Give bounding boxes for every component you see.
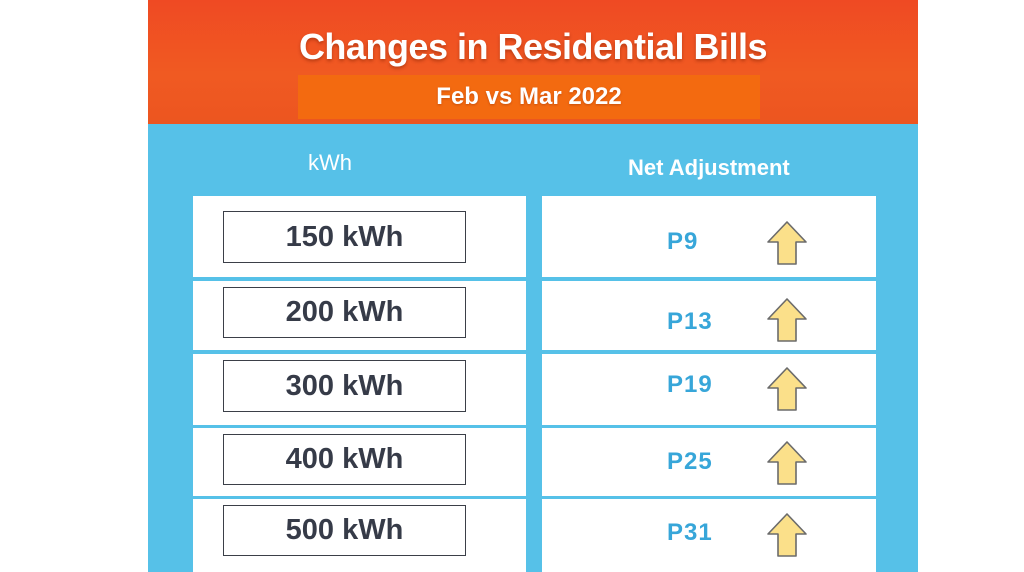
kwh-row: 500 kWh — [193, 499, 526, 572]
kwh-row: 300 kWh — [193, 354, 526, 425]
subtitle-band: Feb vs Mar 2022 — [298, 75, 760, 119]
adjustment-amount: P25 — [667, 448, 713, 475]
kwh-row: 400 kWh — [193, 428, 526, 496]
adjustment-amount: P13 — [667, 308, 713, 335]
up-arrow-icon — [767, 298, 807, 342]
adjustment-row: P13 — [542, 281, 876, 350]
adjustment-amount: P9 — [667, 228, 699, 255]
kwh-value: 500 kWh — [223, 505, 466, 556]
header-banner: Changes in Residential Bills Feb vs Mar … — [148, 0, 918, 124]
kwh-value: 200 kWh — [223, 287, 466, 338]
adjustment-amount: P31 — [667, 519, 713, 546]
kwh-value: 300 kWh — [223, 360, 466, 412]
up-arrow-icon — [767, 441, 807, 485]
column-header-net-adjustment: Net Adjustment — [628, 155, 790, 180]
page-title: Changes in Residential Bills — [298, 26, 768, 67]
adjustment-row: P19 — [542, 354, 876, 425]
bill-changes-card: Changes in Residential Bills Feb vs Mar … — [148, 0, 918, 572]
subtitle: Feb vs Mar 2022 — [436, 83, 622, 110]
kwh-value: 400 kWh — [223, 434, 466, 485]
adjustment-row: P9 — [542, 196, 876, 277]
adjustment-amount: P19 — [667, 371, 713, 398]
kwh-value: 150 kWh — [223, 211, 466, 263]
up-arrow-icon — [767, 513, 807, 557]
adjustment-row: P31 — [542, 499, 876, 572]
column-header-kwh: kWh — [308, 150, 352, 175]
adjustment-row: P25 — [542, 428, 876, 496]
up-arrow-icon — [767, 221, 807, 265]
kwh-row: 150 kWh — [193, 196, 526, 277]
up-arrow-icon — [767, 367, 807, 411]
kwh-row: 200 kWh — [193, 281, 526, 350]
